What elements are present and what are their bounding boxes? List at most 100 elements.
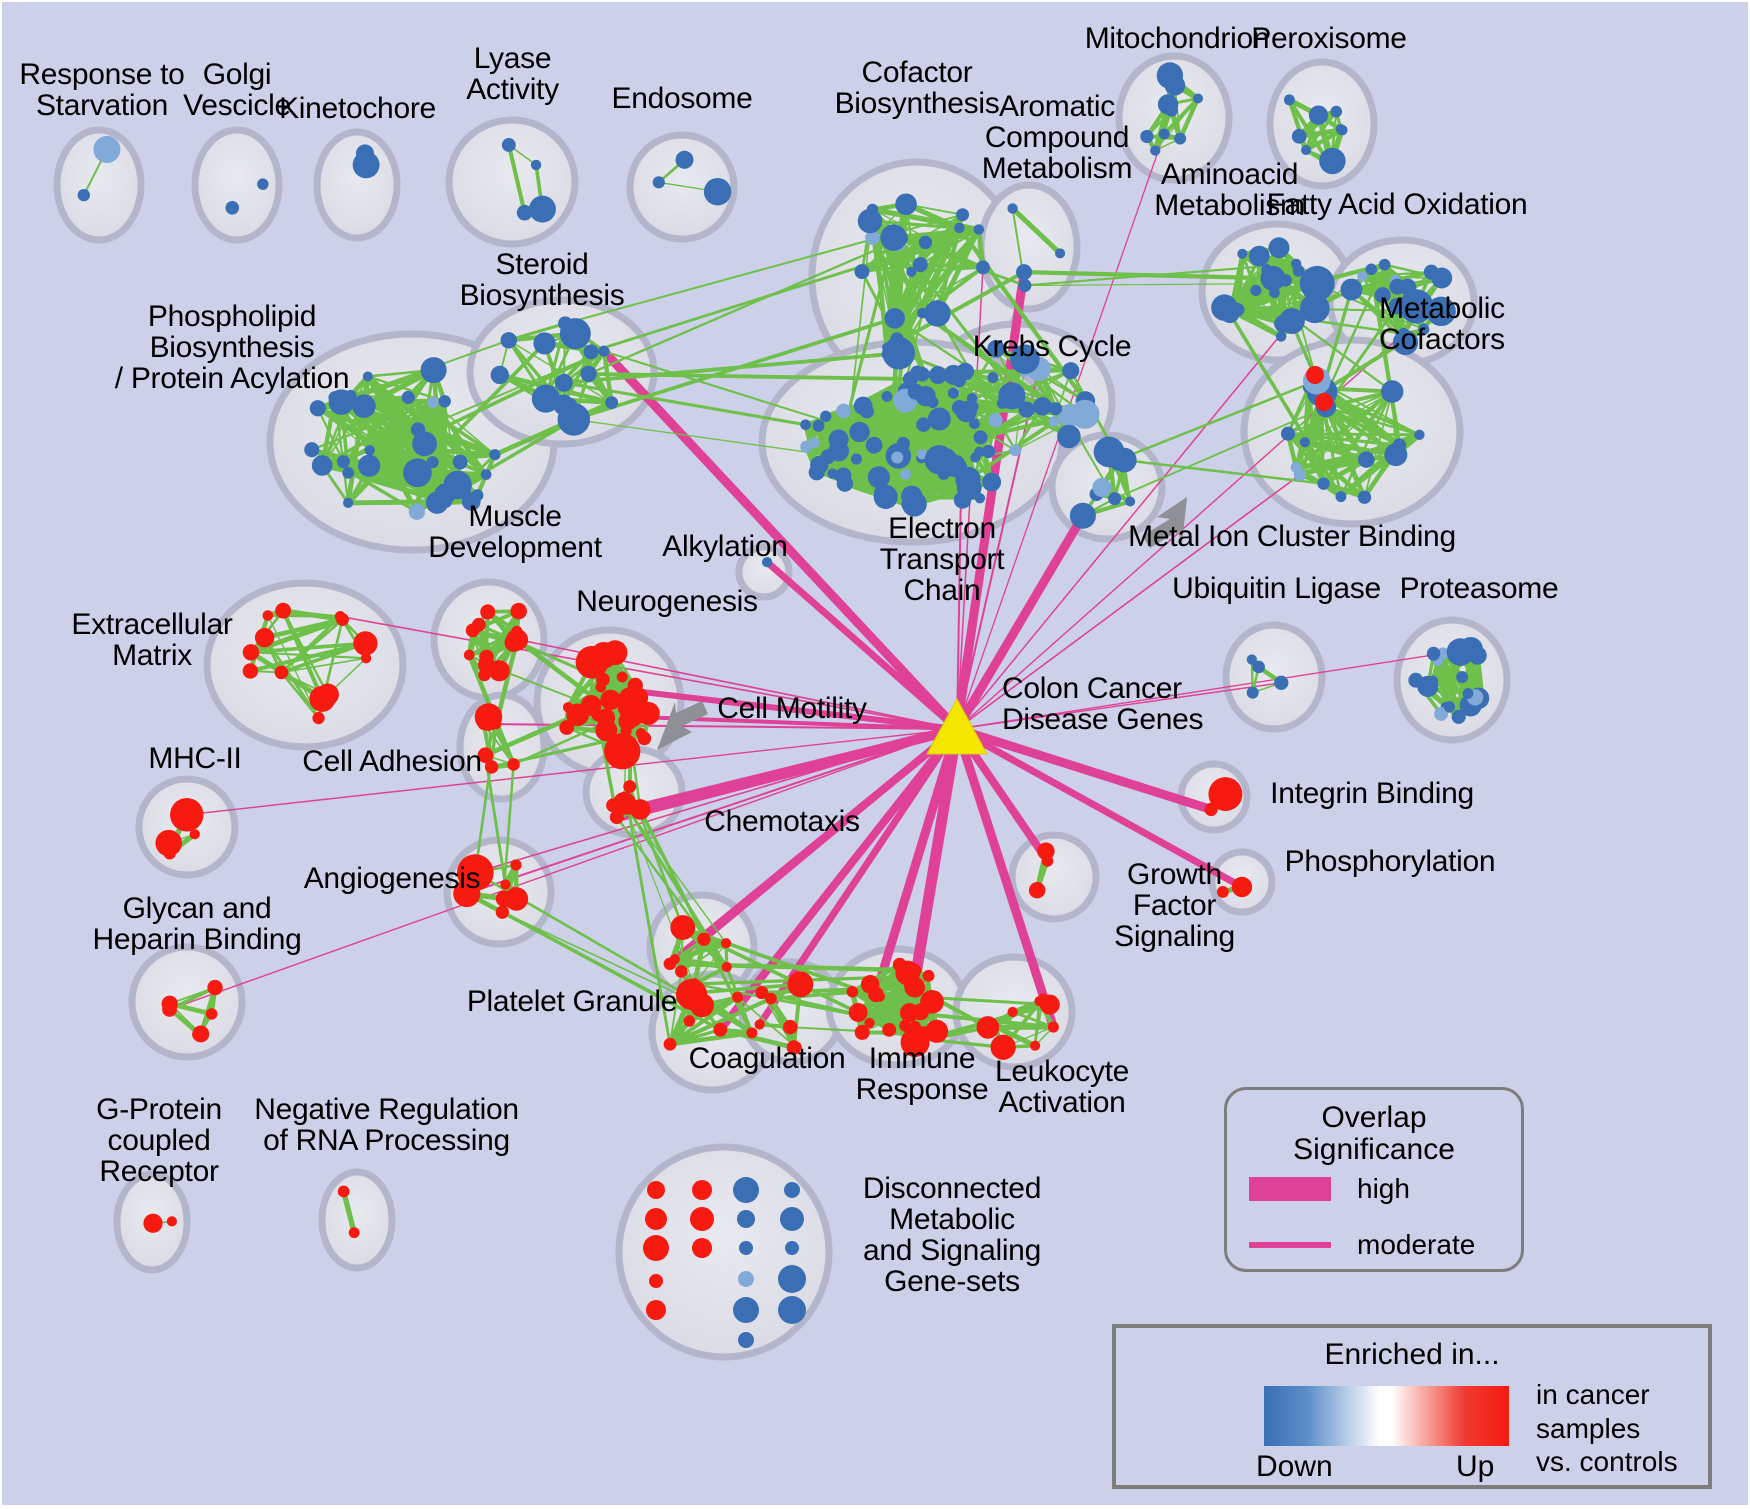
gene-set-node[interactable]: [675, 965, 688, 978]
gene-set-node[interactable]: [403, 458, 432, 487]
gene-set-node[interactable]: [1204, 803, 1217, 816]
gene-set-node[interactable]: [506, 629, 528, 651]
gene-set-node[interactable]: [987, 372, 998, 383]
gene-set-node[interactable]: [443, 471, 472, 500]
gene-set-node[interactable]: [620, 704, 643, 727]
gene-set-node[interactable]: [361, 653, 371, 663]
gene-set-node[interactable]: [1048, 1021, 1059, 1032]
gene-set-node[interactable]: [78, 189, 90, 201]
disconnected-gene-set-node[interactable]: [645, 1208, 667, 1230]
gene-set-node[interactable]: [1300, 266, 1335, 301]
gene-set-node[interactable]: [974, 447, 984, 457]
gene-set-node[interactable]: [903, 372, 918, 387]
gene-set-node[interactable]: [1250, 285, 1261, 296]
gene-set-node[interactable]: [954, 223, 965, 234]
gene-set-node[interactable]: [555, 374, 573, 392]
gene-set-node[interactable]: [275, 603, 291, 619]
gene-set-node[interactable]: [312, 712, 324, 724]
gene-set-node[interactable]: [605, 396, 618, 409]
gene-set-node[interactable]: [624, 805, 634, 815]
gene-set-node[interactable]: [1309, 105, 1328, 124]
gene-set-node[interactable]: [464, 650, 475, 661]
gene-set-node[interactable]: [882, 1023, 896, 1037]
gene-set-node[interactable]: [721, 938, 731, 948]
gene-set-node[interactable]: [1276, 331, 1287, 342]
gene-set-node[interactable]: [877, 470, 889, 482]
gene-set-node[interactable]: [1237, 249, 1247, 259]
gene-set-node[interactable]: [1029, 882, 1045, 898]
gene-set-node[interactable]: [610, 810, 624, 824]
gene-set-node[interactable]: [855, 264, 870, 279]
gene-set-node[interactable]: [358, 455, 380, 477]
disconnected-gene-set-node[interactable]: [738, 1271, 754, 1287]
gene-set-node[interactable]: [1193, 93, 1203, 103]
gene-set-node[interactable]: [904, 979, 916, 991]
gene-set-node[interactable]: [974, 224, 984, 234]
gene-set-node[interactable]: [353, 151, 380, 178]
gene-set-node[interactable]: [820, 411, 831, 422]
gene-set-node[interactable]: [533, 332, 555, 354]
gene-set-node[interactable]: [713, 1023, 727, 1037]
gene-set-node[interactable]: [529, 196, 556, 223]
gene-set-node[interactable]: [1427, 647, 1440, 660]
gene-set-node[interactable]: [900, 1003, 919, 1022]
gene-set-node[interactable]: [580, 366, 596, 382]
gene-set-node[interactable]: [623, 780, 636, 793]
gene-set-node[interactable]: [480, 604, 495, 619]
gene-set-node[interactable]: [1335, 491, 1346, 502]
gene-set-node[interactable]: [997, 398, 1008, 409]
gene-set-node[interactable]: [1452, 710, 1466, 724]
gene-set-node[interactable]: [560, 318, 591, 349]
cluster-lyase-activity[interactable]: [449, 120, 575, 244]
disconnected-gene-set-node[interactable]: [690, 1207, 714, 1231]
disconnected-gene-set-node[interactable]: [778, 1296, 806, 1324]
gene-set-node[interactable]: [604, 733, 640, 769]
gene-set-node[interactable]: [1055, 248, 1065, 258]
gene-set-node[interactable]: [489, 449, 500, 460]
gene-set-node[interactable]: [924, 300, 950, 326]
gene-set-node[interactable]: [746, 1027, 757, 1038]
gene-set-node[interactable]: [275, 666, 289, 680]
gene-set-node[interactable]: [975, 493, 985, 503]
gene-set-node[interactable]: [982, 473, 1001, 492]
gene-set-node[interactable]: [1018, 279, 1031, 292]
gene-set-node[interactable]: [783, 1020, 797, 1034]
gene-set-node[interactable]: [1016, 264, 1032, 280]
gene-set-node[interactable]: [1108, 448, 1130, 470]
disconnected-gene-set-node[interactable]: [649, 1274, 663, 1288]
disconnected-gene-set-node[interactable]: [647, 1181, 665, 1199]
gene-set-node[interactable]: [353, 631, 377, 655]
gene-set-node[interactable]: [829, 429, 849, 449]
gene-set-node[interactable]: [800, 419, 811, 430]
gene-set-node[interactable]: [821, 449, 836, 464]
gene-set-node[interactable]: [491, 366, 509, 384]
cluster-negative-regulation-rna[interactable]: [322, 1172, 392, 1268]
gene-set-node[interactable]: [257, 178, 268, 189]
gene-set-node[interactable]: [1049, 416, 1059, 426]
gene-set-node[interactable]: [1174, 133, 1186, 145]
gene-set-node[interactable]: [155, 830, 182, 857]
gene-set-node[interactable]: [1330, 106, 1342, 118]
gene-set-node[interactable]: [481, 469, 492, 480]
gene-set-node[interactable]: [225, 201, 239, 215]
gene-set-node[interactable]: [336, 613, 349, 626]
gene-set-node[interactable]: [732, 992, 743, 1003]
gene-set-node[interactable]: [466, 624, 480, 638]
gene-set-node[interactable]: [919, 236, 932, 249]
gene-set-node[interactable]: [1284, 94, 1295, 105]
gene-set-node[interactable]: [854, 397, 873, 416]
gene-set-node[interactable]: [192, 1026, 209, 1043]
gene-set-node[interactable]: [900, 469, 911, 480]
gene-set-node[interactable]: [170, 798, 203, 831]
disconnected-gene-set-node[interactable]: [780, 1207, 804, 1231]
disconnected-gene-set-node[interactable]: [738, 1332, 754, 1348]
disconnected-gene-set-node[interactable]: [785, 1241, 799, 1255]
gene-set-node[interactable]: [849, 1003, 868, 1022]
gene-set-node[interactable]: [917, 308, 928, 319]
gene-set-node[interactable]: [851, 454, 862, 465]
gene-set-node[interactable]: [895, 232, 908, 245]
gene-set-node[interactable]: [566, 704, 589, 727]
gene-set-node[interactable]: [438, 395, 450, 407]
gene-set-node[interactable]: [1070, 503, 1096, 529]
gene-set-node[interactable]: [1269, 287, 1280, 298]
